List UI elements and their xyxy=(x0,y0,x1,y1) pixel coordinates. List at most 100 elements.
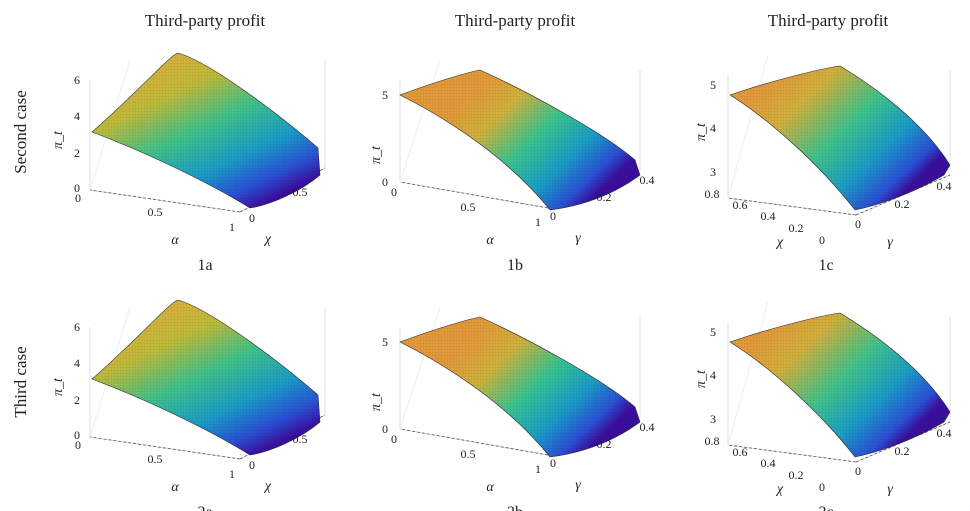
panel-1c-z-tick-label: 5 xyxy=(710,78,716,92)
panel-1b-x-axis-label: α xyxy=(486,233,494,248)
panel-1b-z-axis-label: π_t xyxy=(369,145,384,164)
panel-2c-x-tick-label: 0.6 xyxy=(733,445,748,459)
panel-2c-x-tick-label: 0.2 xyxy=(789,468,804,482)
panel-2b-y-tick-label: 0 xyxy=(550,456,556,470)
panel-2b-axis-x-line xyxy=(399,428,549,456)
panel-2c-z-tick-label: 4 xyxy=(710,368,716,382)
panel-1a-z-tick-label: 0 xyxy=(74,181,80,195)
panel-1b: 0 5 π_t 0 0.5 1 α 0 0.2 0.4 γ 1b xyxy=(369,59,655,274)
panel-2c-grid-line-back xyxy=(727,301,769,446)
panel-2c-surface-mesh xyxy=(730,313,950,457)
panel-2b-y-tick-label: 0.2 xyxy=(597,437,612,451)
panel-1a-z-axis-label: π_t xyxy=(51,130,66,149)
panel-2c-y-tick-label: 0.4 xyxy=(937,426,952,440)
panel-1a-caption: 1a xyxy=(197,257,212,274)
panel-1c-y-axis-label: γ xyxy=(887,235,893,250)
panel-2c-caption: 2c xyxy=(818,504,833,511)
panel-1c-x-tick-label: 0 xyxy=(819,233,825,247)
panel-2a-x-axis-label: α xyxy=(171,480,179,495)
panel-2a-caption: 2a xyxy=(197,504,212,511)
panel-2a-z-tick-label: 4 xyxy=(74,356,80,370)
panel-2a-y-axis-label: χ xyxy=(263,479,272,494)
panel-2a-surface-mesh xyxy=(92,300,320,455)
panel-2c-z-tick-label: 3 xyxy=(710,412,716,426)
panel-2c-x-tick-label: 0.8 xyxy=(705,434,720,448)
panel-2b-z-axis-label: π_t xyxy=(369,392,384,411)
panel-1c-y-tick-label: 0.2 xyxy=(895,197,910,211)
panel-2b-y-tick-label: 0.4 xyxy=(640,420,655,434)
panel-2c-z-tick-label: 5 xyxy=(710,325,716,339)
panel-2c-x-tick-label: 0 xyxy=(819,480,825,494)
panel-1a-x-tick-label: 1 xyxy=(229,220,235,234)
panel-2a-x-tick-label: 1 xyxy=(229,467,235,481)
panel-2b: 0 5 π_t 0 0.5 1 α 0 0.2 0.4 γ 2b xyxy=(369,306,655,511)
panel-1b-surface-mesh xyxy=(400,70,640,210)
panel-2c-x-axis-label: χ xyxy=(775,482,784,497)
panel-2a-z-axis-label: π_t xyxy=(51,377,66,396)
panel-1c-grid-line-back xyxy=(727,54,769,199)
panel-2c-y-axis-label: γ xyxy=(887,482,893,497)
panel-1a-x-tick-label: 0.5 xyxy=(148,205,163,219)
panel-2b-surface-mesh xyxy=(400,317,640,457)
panel-2b-x-tick-label: 1 xyxy=(535,462,541,476)
row-label-third-case: Third case xyxy=(11,346,30,417)
panel-2b-grid-line-back xyxy=(399,306,441,430)
panel-1b-z-tick-label: 0 xyxy=(382,175,388,189)
panel-2a-x-tick-label: 0 xyxy=(75,438,81,452)
panel-2c-axis-x-line xyxy=(727,444,857,463)
panel-2a: 0 2 4 6 π_t 0 0.5 1 α 0 0.5 χ 2a xyxy=(51,299,326,511)
panel-2a-z-tick-label: 0 xyxy=(74,428,80,442)
panel-1a-x-axis-label: α xyxy=(171,233,179,248)
panel-1b-axis-x-line xyxy=(399,181,549,209)
panel-2c-y-tick-label: 0.2 xyxy=(895,444,910,458)
panel-2c: 3 4 5 π_t 0.8 0.6 0.4 0.2 0 χ 0 0.2 0.4 γ 2c xyxy=(694,301,952,511)
panel-2b-z-tick-label: 5 xyxy=(382,335,388,349)
panel-1a-z-tick-label: 2 xyxy=(74,146,80,160)
panel-2b-z-tick-label: 0 xyxy=(382,422,388,436)
panel-1b-x-tick-label: 0 xyxy=(391,185,397,199)
panel-1a-axis-x-line xyxy=(89,189,241,213)
panel-2a-y-tick-label: 0 xyxy=(249,458,255,472)
panel-2b-x-axis-label: α xyxy=(486,480,494,495)
panel-2a-z-tick-label: 6 xyxy=(74,320,80,334)
panel-1c-y-tick-label: 0 xyxy=(855,217,861,231)
column-title-3: Third-party profit xyxy=(768,11,889,30)
panel-1c-x-tick-label: 0.4 xyxy=(761,209,776,223)
panel-1c-z-axis-label: π_t xyxy=(694,122,709,141)
row-label-second-case: Second case xyxy=(11,90,30,174)
panel-1b-y-tick-label: 0.4 xyxy=(640,173,655,187)
panel-1b-x-tick-label: 1 xyxy=(535,215,541,229)
panel-1c-caption: 1c xyxy=(818,257,833,274)
panel-1c-z-tick-label: 3 xyxy=(710,165,716,179)
panel-1a-z-tick-label: 6 xyxy=(74,73,80,87)
panel-1c-x-tick-label: 0.6 xyxy=(733,198,748,212)
panel-1c-x-axis-label: χ xyxy=(775,235,784,250)
column-title-1: Third-party profit xyxy=(145,11,266,30)
panel-1b-y-axis-label: γ xyxy=(575,231,581,246)
panel-2a-y-tick-label: 0.5 xyxy=(293,432,308,446)
panel-1c-y-tick-label: 0.4 xyxy=(937,179,952,193)
panel-2a-z-tick-label: 2 xyxy=(74,393,80,407)
panel-1b-caption: 1b xyxy=(507,257,523,274)
panel-1a: 0 2 4 6 π_t 0 0.5 1 α 0 0.5 χ 1a xyxy=(51,52,326,274)
panel-2b-caption: 2b xyxy=(507,504,523,511)
panel-2a-x-tick-label: 0.5 xyxy=(148,452,163,466)
panel-1a-y-axis-label: χ xyxy=(263,232,272,247)
panel-1c-axis-x-line xyxy=(727,197,857,216)
panel-1c-x-tick-label: 0.2 xyxy=(789,221,804,235)
panel-1a-z-tick-label: 4 xyxy=(74,109,80,123)
panel-2c-x-tick-label: 0.4 xyxy=(761,456,776,470)
panels-group: 0 2 4 6 π_t 0 0.5 1 α 0 0.5 χ 1a 0 5 π_t 0 0.5 1 α 0 0.2 0.4 γ 1… xyxy=(51,52,952,511)
panel-1b-y-tick-label: 0.2 xyxy=(597,190,612,204)
panel-1b-grid-line-back xyxy=(399,59,441,183)
panel-1a-surface-mesh xyxy=(92,53,320,208)
panel-2b-y-axis-label: γ xyxy=(575,478,581,493)
panel-2c-z-axis-label: π_t xyxy=(694,369,709,388)
panel-1c-x-tick-label: 0.8 xyxy=(705,187,720,201)
panel-1c-z-tick-label: 4 xyxy=(710,121,716,135)
panel-1b-x-tick-label: 0.5 xyxy=(461,200,476,214)
panel-1a-x-tick-label: 0 xyxy=(75,191,81,205)
panel-2b-x-tick-label: 0 xyxy=(391,432,397,446)
panel-2c-y-tick-label: 0 xyxy=(855,464,861,478)
